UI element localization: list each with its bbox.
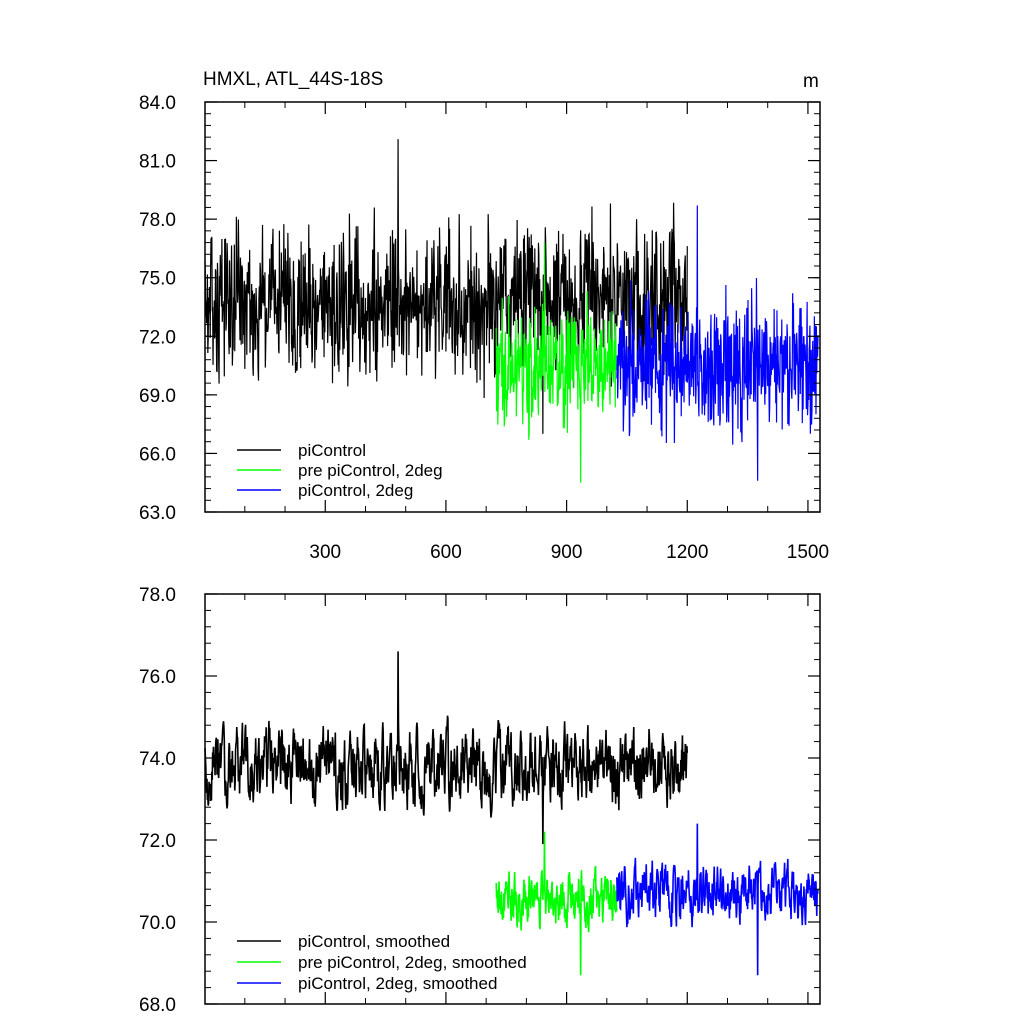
top-series-group [204,139,819,483]
y-tick-label: 74.0 [139,749,176,770]
series-line [616,205,819,481]
x-tick-label: 1200 [666,542,708,563]
series-line [495,831,618,976]
series-line [204,139,688,434]
top-panel: 63.0 66.0 69.0 72.0 75.0 78.0 81.0 84.0 300 600 90… [139,69,829,563]
series-line [616,823,819,976]
x-tick-label: 300 [309,542,341,563]
y-tick-label: 66.0 [139,444,176,465]
top-plot-frame [204,101,821,513]
y-tick-label: 81.0 [139,152,176,173]
legend-label: piControl, 2deg [298,481,413,500]
y-tick-label: 63.0 [139,503,176,524]
bottom-panel: 68.0 70.0 72.0 74.0 76.0 78.0 piControl, smoo… [139,585,821,1016]
y-tick-label: 69.0 [139,386,176,407]
x-tick-label: 600 [430,542,462,563]
top-axis-ticks: 63.0 66.0 69.0 72.0 75.0 78.0 81.0 84.0 300 600 90… [139,93,829,563]
y-tick-label: 68.0 [139,995,176,1016]
y-tick-label: 78.0 [139,210,176,231]
legend-label: piControl, smoothed [298,932,450,951]
y-tick-label: 72.0 [139,831,176,852]
legend-label: piControl, 2deg, smoothed [298,974,497,993]
x-tick-label: 900 [551,542,583,563]
legend-label: pre piControl, 2deg, smoothed [298,953,527,972]
bottom-series-group [204,651,819,976]
x-tick-label: 1500 [787,542,829,563]
series-line [495,242,618,483]
bottom-axis-ticks: 68.0 70.0 72.0 74.0 76.0 78.0 [139,585,820,1016]
top-chart-title: HMXL, ATL_44S-18S [203,69,383,90]
y-tick-label: 72.0 [139,327,176,348]
y-tick-label: 70.0 [139,913,176,934]
legend-label: piControl [298,441,366,460]
bottom-plot-frame [204,593,821,1005]
legend-label: pre piControl, 2deg [298,461,443,480]
bottom-legend: piControl, smoothed pre piControl, 2deg, … [237,932,527,993]
y-tick-label: 76.0 [139,667,176,688]
y-tick-label: 75.0 [139,269,176,290]
unit-label: m [803,71,819,92]
y-tick-label: 84.0 [139,93,176,114]
y-tick-label: 78.0 [139,585,176,606]
series-line [204,651,689,845]
